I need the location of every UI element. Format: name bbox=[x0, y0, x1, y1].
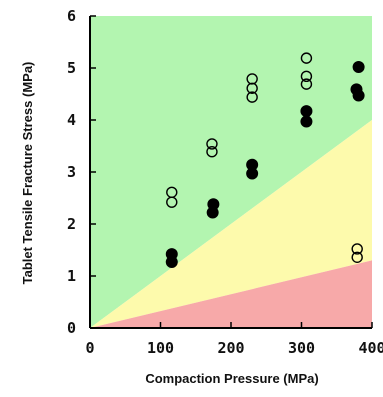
y-tick-label: 6 bbox=[67, 7, 76, 25]
open-data-point bbox=[206, 146, 218, 158]
y-tick-label: 0 bbox=[67, 319, 76, 337]
open-data-point bbox=[300, 70, 313, 83]
open-data-point bbox=[300, 78, 313, 90]
open-data-point bbox=[246, 91, 258, 103]
y-axis-title: Tablet Tensile Fracture Stress (MPa) bbox=[20, 62, 35, 285]
y-tick-label: 1 bbox=[67, 267, 76, 285]
x-tick-label: 300 bbox=[288, 339, 315, 357]
x-tick-label: 0 bbox=[85, 339, 94, 357]
y-tick-label: 3 bbox=[67, 163, 76, 181]
y-tick-label: 2 bbox=[67, 215, 76, 233]
filled-data-point bbox=[300, 105, 313, 118]
x-tick-label: 400 bbox=[358, 339, 383, 357]
x-tick-label: 200 bbox=[217, 339, 244, 357]
caution-zone-yellow bbox=[90, 120, 372, 328]
open-data-point bbox=[351, 243, 363, 255]
filled-data-point bbox=[300, 115, 313, 128]
filled-data-point bbox=[165, 255, 178, 268]
x-axis-title: Compaction Pressure (MPa) bbox=[145, 371, 318, 386]
y-tick-label: 4 bbox=[67, 111, 76, 129]
filled-data-point bbox=[206, 206, 219, 219]
open-data-point bbox=[166, 196, 178, 208]
open-data-point bbox=[206, 138, 218, 150]
x-tick-label: 100 bbox=[147, 339, 174, 357]
safe-zone-green bbox=[90, 16, 372, 328]
open-data-point bbox=[351, 251, 363, 263]
open-data-point bbox=[300, 52, 313, 64]
y-tick-label: 5 bbox=[67, 59, 76, 77]
filled-data-point bbox=[352, 60, 365, 73]
filled-data-point bbox=[246, 167, 259, 180]
filled-data-point bbox=[352, 89, 365, 102]
failure-zone-red bbox=[90, 260, 372, 328]
open-data-point bbox=[246, 82, 258, 94]
